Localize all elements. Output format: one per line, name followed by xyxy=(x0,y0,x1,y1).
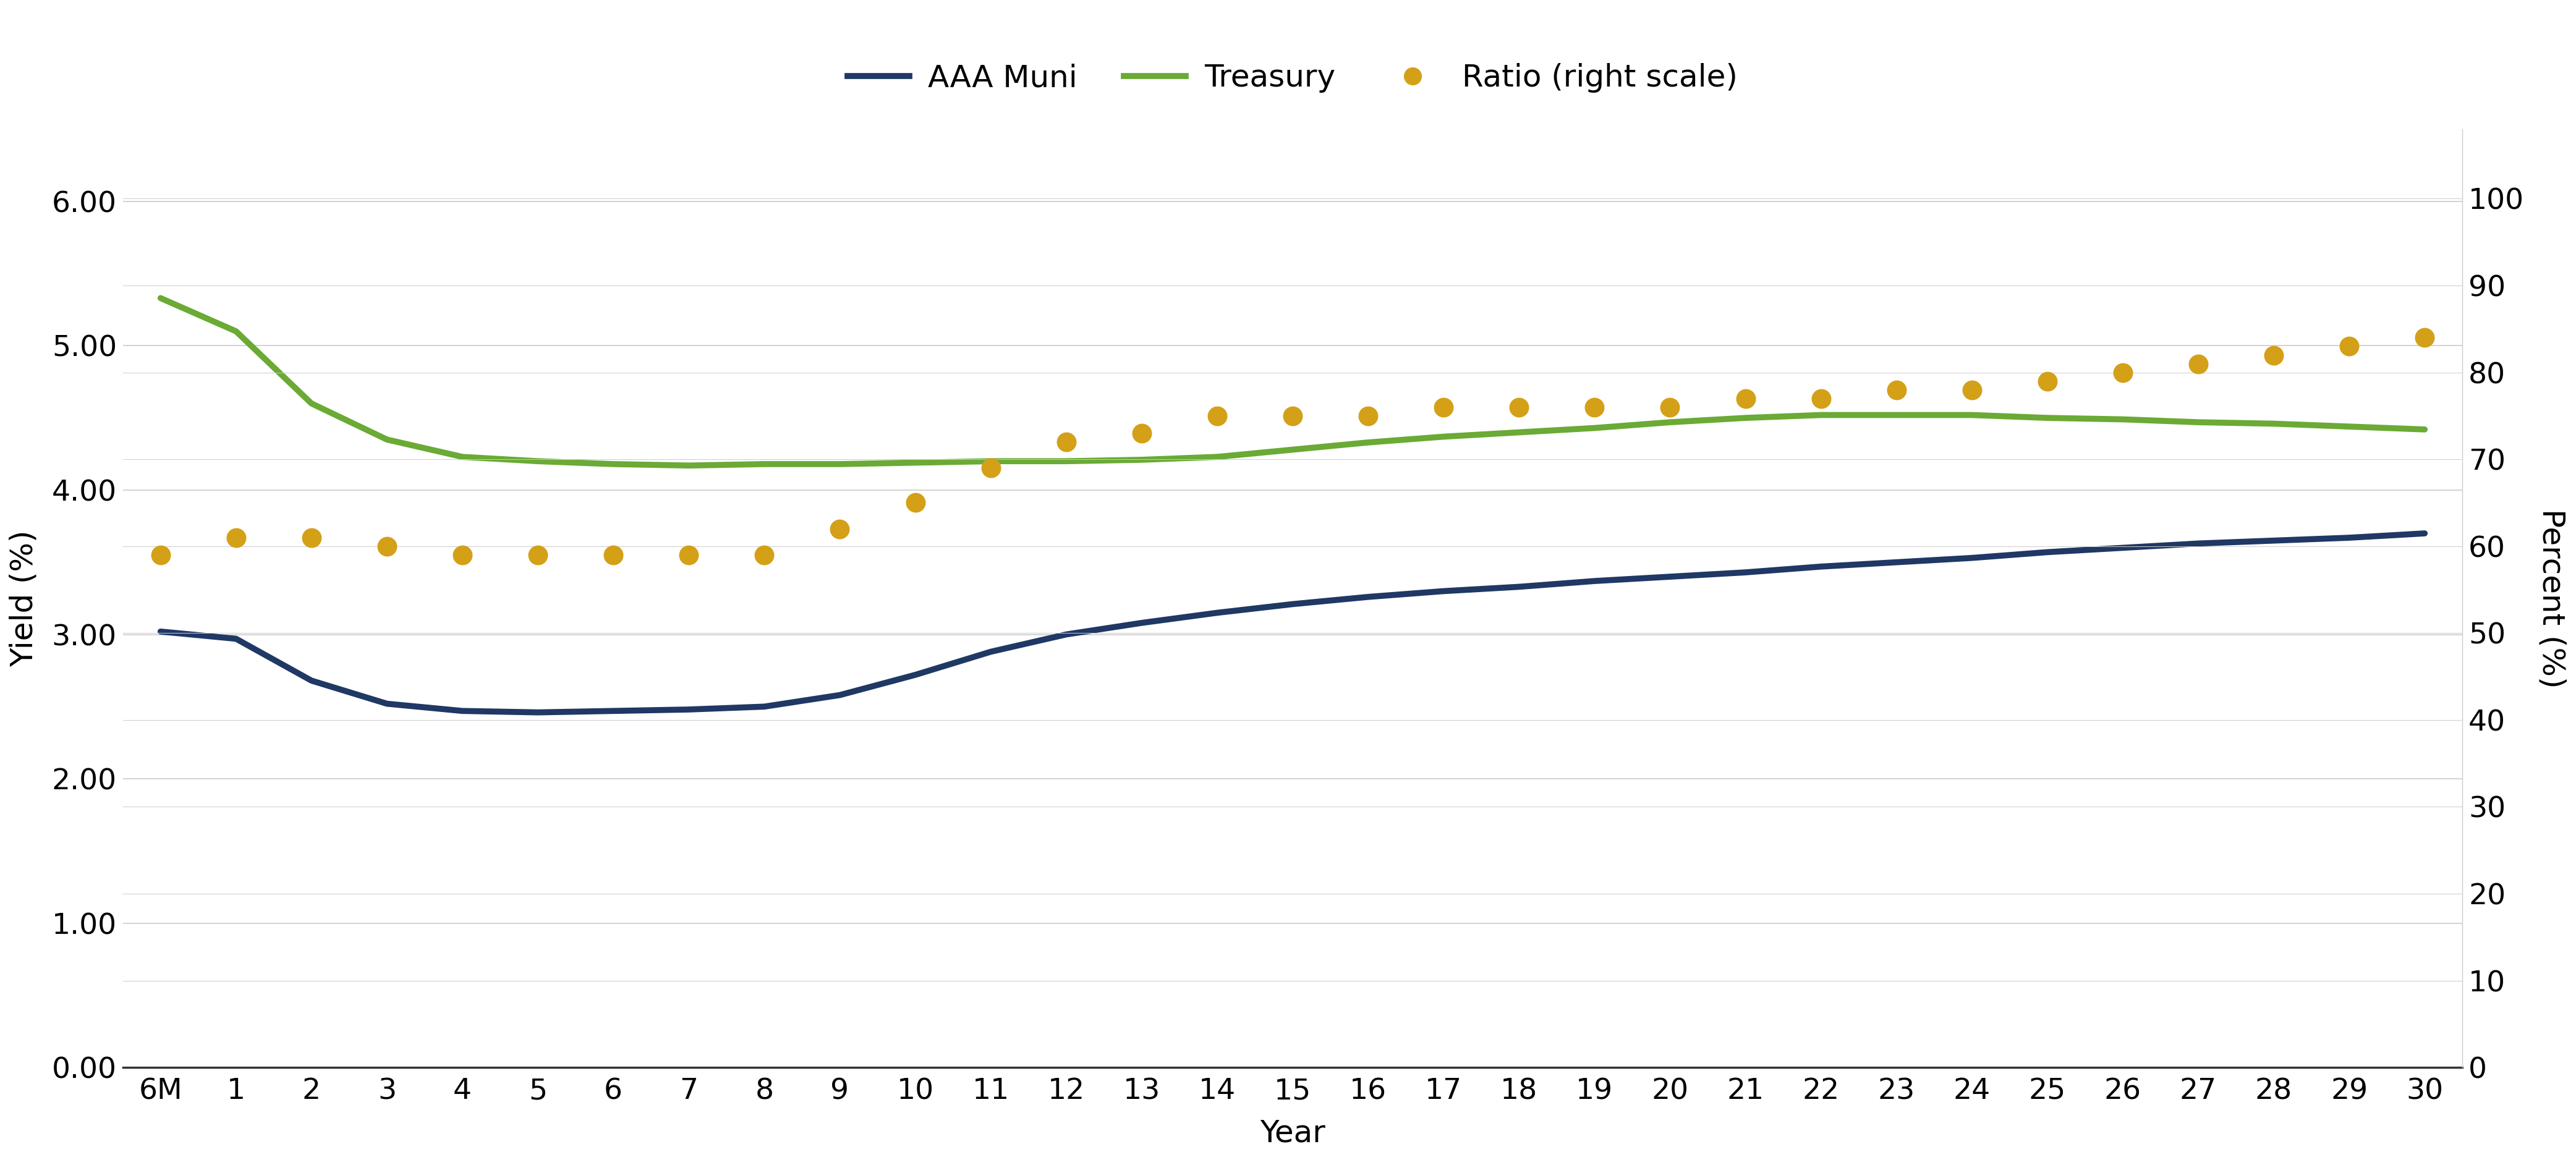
Point xyxy=(744,546,786,565)
Point xyxy=(1422,398,1463,417)
Point xyxy=(2027,371,2069,390)
Point xyxy=(1649,398,1690,417)
Point xyxy=(1875,381,1917,399)
Point xyxy=(518,546,559,565)
Point xyxy=(366,537,407,555)
Point xyxy=(894,494,935,513)
Point xyxy=(291,529,332,547)
Point xyxy=(1801,389,1842,407)
Point xyxy=(2177,354,2218,373)
Point xyxy=(2329,337,2370,355)
Point xyxy=(1198,406,1239,425)
Y-axis label: Percent (%): Percent (%) xyxy=(2537,509,2566,688)
Point xyxy=(1726,389,1767,407)
Point xyxy=(1499,398,1540,417)
Point xyxy=(2102,363,2143,382)
Point xyxy=(1046,433,1087,451)
Point xyxy=(1121,423,1162,442)
Point xyxy=(1273,406,1314,425)
Point xyxy=(1950,381,1991,399)
Point xyxy=(1574,398,1615,417)
Y-axis label: Yield (%): Yield (%) xyxy=(10,530,39,666)
Point xyxy=(819,519,860,538)
Point xyxy=(667,546,708,565)
Point xyxy=(592,546,634,565)
Point xyxy=(139,546,180,565)
Point xyxy=(971,459,1012,478)
Legend: AAA Muni, Treasury, Ratio (right scale): AAA Muni, Treasury, Ratio (right scale) xyxy=(835,51,1749,105)
X-axis label: Year: Year xyxy=(1260,1118,1327,1148)
Point xyxy=(216,529,258,547)
Point xyxy=(1347,406,1388,425)
Point xyxy=(443,546,484,565)
Point xyxy=(2403,329,2445,347)
Point xyxy=(2254,346,2295,364)
